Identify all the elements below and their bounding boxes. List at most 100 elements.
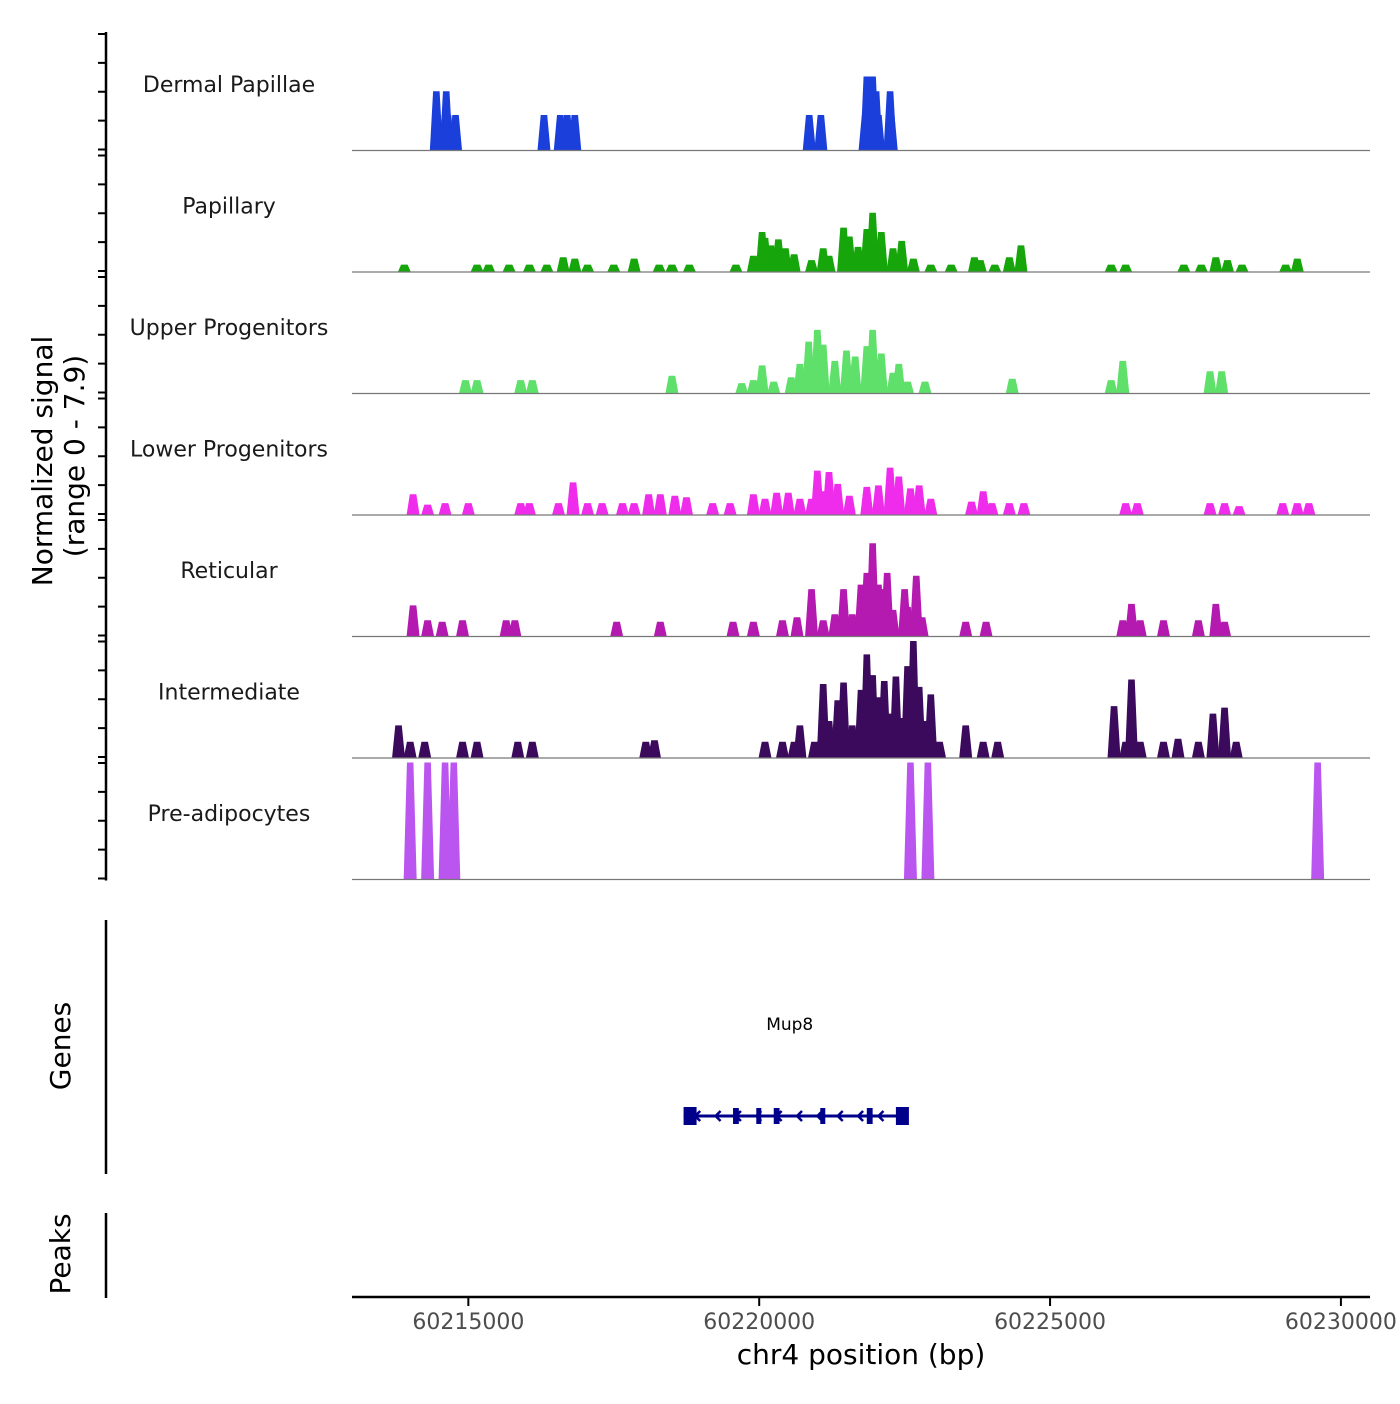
signal-peak xyxy=(921,762,935,880)
signal-peak xyxy=(871,114,885,151)
signal-peak xyxy=(775,741,789,758)
signal-peak xyxy=(822,472,836,515)
signal-peak xyxy=(522,503,536,515)
signal-peak xyxy=(627,258,641,272)
signal-peak xyxy=(653,494,667,515)
signal-peak xyxy=(1206,713,1220,758)
signal-peak xyxy=(1209,257,1223,272)
signal-peak xyxy=(627,503,641,515)
y-axis-range-label: (range 0 - 7.9) xyxy=(58,355,91,557)
signal-peak xyxy=(1014,245,1028,272)
signal-peak xyxy=(805,589,819,637)
signal-peak xyxy=(892,476,906,515)
signal-peak xyxy=(1203,503,1217,515)
gene-annotations: Mup8 xyxy=(683,1015,909,1125)
signal-peak xyxy=(1191,620,1205,637)
signal-peak xyxy=(988,264,1002,272)
signal-peak xyxy=(652,264,666,272)
signal-peak xyxy=(421,504,435,515)
x-tick-label: 60215000 xyxy=(412,1310,524,1335)
signal-peak xyxy=(959,725,973,758)
track-label: Intermediate xyxy=(158,681,300,706)
signal-peak xyxy=(1209,603,1223,637)
signal-peak xyxy=(1002,257,1016,272)
signal-peak xyxy=(837,589,851,637)
signal-peak xyxy=(668,495,682,515)
signal-peak xyxy=(723,503,737,515)
signal-peak xyxy=(461,503,475,515)
signal-peak xyxy=(793,725,807,758)
signal-peak xyxy=(918,381,932,394)
signal-peak xyxy=(1116,360,1130,394)
signal-peak xyxy=(886,609,900,637)
track-reticular: Reticular xyxy=(180,543,1370,638)
signal-peak xyxy=(874,353,888,394)
coverage-tracks: Dermal Papillae Papillary Upper Progenitor… xyxy=(130,73,1370,881)
signal-peak xyxy=(508,620,522,637)
signal-peak xyxy=(924,264,938,272)
signal-peak xyxy=(1194,264,1208,272)
gene-exon xyxy=(756,1108,762,1124)
track-label: Dermal Papillae xyxy=(143,73,315,98)
signal-peak xyxy=(874,232,888,272)
signal-peak xyxy=(831,483,845,515)
signal-peak xyxy=(787,254,801,272)
signal-peak xyxy=(435,621,449,637)
signal-peak xyxy=(924,498,938,515)
signal-peak xyxy=(1276,503,1290,515)
strand-arrow xyxy=(795,1110,803,1122)
signal-peak xyxy=(1290,503,1304,515)
signal-peak xyxy=(802,114,816,151)
signal-peak xyxy=(1171,738,1185,758)
peaks-panel-title: Peaks xyxy=(44,1213,77,1294)
signal-peak xyxy=(1235,264,1249,272)
gene-exon xyxy=(866,1108,873,1124)
genes-panel-title: Genes xyxy=(44,1002,77,1090)
signal-peak xyxy=(406,494,420,515)
x-tick-label: 60225000 xyxy=(994,1310,1106,1335)
signal-peak xyxy=(933,741,947,758)
signal-peak xyxy=(901,381,915,394)
signal-peak xyxy=(447,762,461,880)
signal-peak xyxy=(895,240,909,272)
signal-peak xyxy=(556,257,570,272)
signal-peak xyxy=(1107,706,1121,758)
track-label: Lower Progenitors xyxy=(130,438,328,463)
strand-arrow xyxy=(856,1110,864,1122)
signal-peak xyxy=(965,501,979,515)
strand-arrow xyxy=(734,1110,742,1122)
signal-peak xyxy=(482,264,496,272)
y-axis-title: Normalized signal xyxy=(26,336,59,587)
signal-peak xyxy=(525,380,539,394)
signal-peak xyxy=(566,482,580,515)
gene-exon xyxy=(683,1107,697,1125)
signal-peak xyxy=(1218,621,1232,637)
signal-peak xyxy=(610,621,624,637)
signal-peak xyxy=(1215,371,1229,394)
signal-peak xyxy=(1104,264,1118,272)
signal-peak xyxy=(470,380,484,394)
signal-peak xyxy=(884,114,898,151)
signal-peak xyxy=(511,741,525,758)
signal-peak xyxy=(706,503,720,515)
signal-peak xyxy=(1229,741,1243,758)
strand-arrow xyxy=(876,1110,885,1122)
signal-peak xyxy=(775,620,789,637)
signal-peak xyxy=(816,344,830,394)
track-label: Reticular xyxy=(180,559,278,584)
signal-peak xyxy=(470,741,484,758)
signal-peak xyxy=(944,264,958,272)
signal-peak xyxy=(456,741,470,758)
signal-peak xyxy=(828,360,842,394)
signal-peak xyxy=(525,741,539,758)
signal-peak xyxy=(726,621,740,637)
signal-peak xyxy=(581,264,595,272)
signal-peak xyxy=(1104,380,1118,394)
signal-peak xyxy=(755,365,769,394)
signal-peak xyxy=(1302,503,1316,515)
signal-peak xyxy=(973,260,987,272)
gene-name-label: Mup8 xyxy=(766,1015,813,1035)
signal-peak xyxy=(959,621,973,637)
signal-peak xyxy=(514,380,528,394)
signal-peak xyxy=(682,264,696,272)
